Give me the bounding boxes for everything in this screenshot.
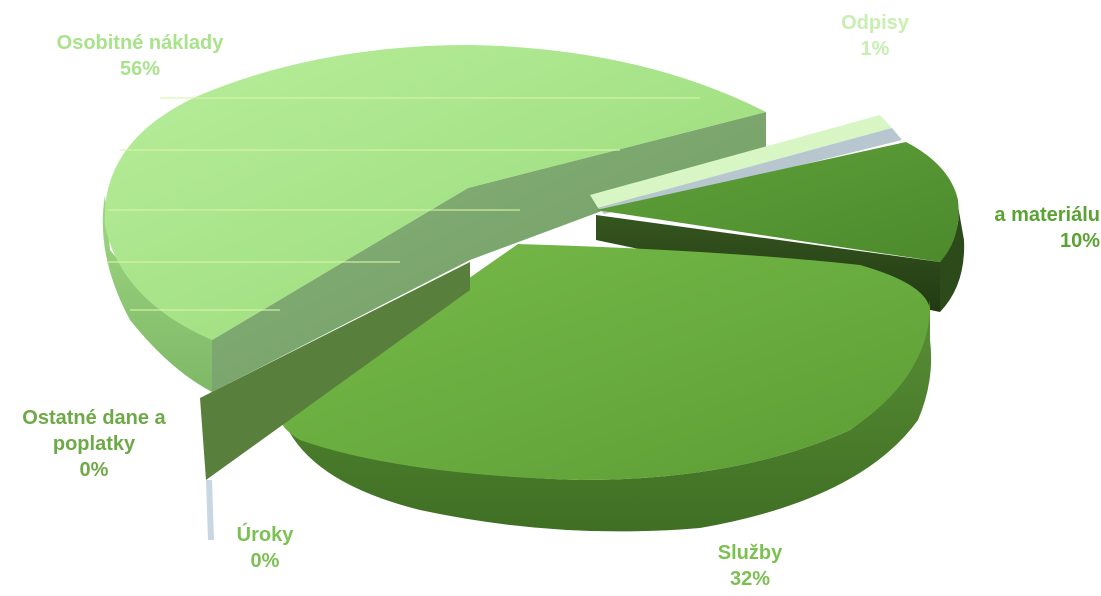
slice-osobitne-naklady-side xyxy=(102,195,212,392)
slice-spotreba-materialu-side xyxy=(940,206,965,312)
label-ostatne-dane-pct: 0% xyxy=(79,459,109,481)
label-uroky: Úroky 0% xyxy=(215,522,315,574)
label-odpisy: Odpisy 1% xyxy=(820,10,930,62)
slice-osobitne-naklady-top xyxy=(104,45,766,340)
slice-odpisy xyxy=(590,115,892,208)
slice-spotreba-materialu-top xyxy=(596,142,959,262)
slice-osobitne-naklady-cut xyxy=(212,112,766,392)
label-ostatne-dane: Ostatné dane a poplatky 0% xyxy=(0,405,188,483)
label-material: a materiálu 10% xyxy=(950,202,1100,254)
label-osobitne-naklady-name: Osobitné náklady xyxy=(56,32,224,54)
label-osobitne-naklady: Osobitné náklady 56% xyxy=(35,30,245,82)
label-ostatne-dane-line2: poplatky xyxy=(52,433,136,455)
label-uroky-pct: 0% xyxy=(250,550,280,572)
label-sluzby: Služby 32% xyxy=(690,540,810,592)
label-material-name: a materiálu xyxy=(994,204,1100,226)
label-sluzby-pct: 32% xyxy=(729,568,771,590)
label-material-pct: 10% xyxy=(1059,230,1100,252)
label-ostatne-dane-line1: Ostatné dane a xyxy=(22,407,166,429)
label-uroky-name: Úroky xyxy=(236,524,294,546)
slice-gray xyxy=(598,128,902,214)
label-odpisy-pct: 1% xyxy=(860,38,890,60)
label-sluzby-name: Služby xyxy=(717,542,783,564)
slice-osobitne-naklady xyxy=(102,45,766,392)
slice-ostatne-dane xyxy=(200,262,470,480)
label-osobitne-naklady-pct: 56% xyxy=(119,58,161,80)
slice-osobitne-naklady-stripes xyxy=(108,97,700,311)
slice-uroky xyxy=(206,480,214,540)
label-odpisy-name: Odpisy xyxy=(841,12,909,34)
slice-sluzby-side xyxy=(280,300,932,532)
